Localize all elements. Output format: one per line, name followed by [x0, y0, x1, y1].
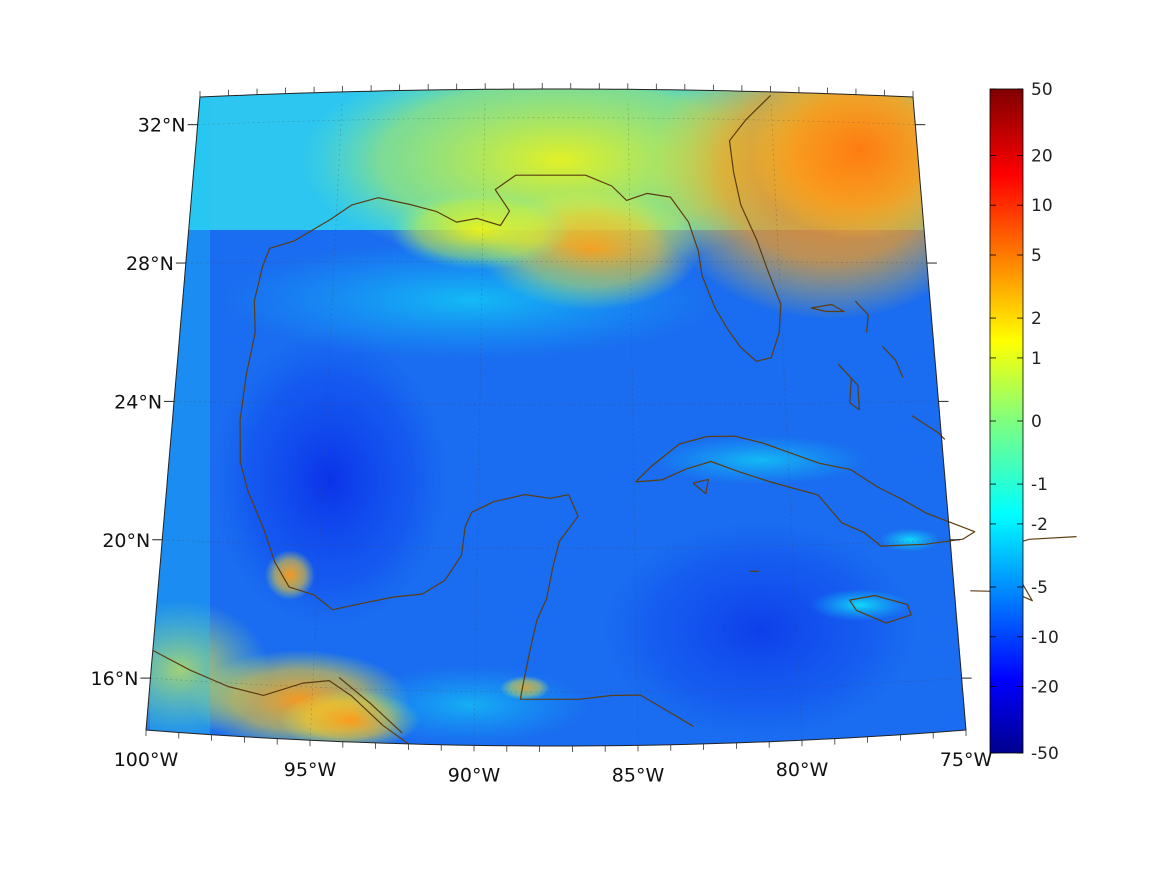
coastline-guatemala-border	[338, 677, 403, 734]
coastlines	[152, 94, 1077, 745]
colorbar-tick-label: -20	[1031, 678, 1059, 698]
colorbar-tick-label: 10	[1031, 196, 1053, 216]
longitude-tick-labels: 100°W 95°W 90°W 85°W 80°W 75°W	[114, 749, 993, 786]
coastline-eleuthera	[882, 345, 904, 378]
latitude-label: 32°N	[138, 115, 186, 137]
map-frame	[140, 83, 972, 752]
coastline-abaco	[854, 300, 869, 333]
coastline-hispaniola	[970, 536, 1077, 602]
latitude-label: 16°N	[91, 668, 139, 690]
colorbar-tick-label: 50	[1031, 80, 1053, 100]
latitude-label: 28°N	[126, 253, 174, 275]
parallel-gridline	[150, 677, 962, 693]
coastline-grand-bahama	[810, 303, 845, 313]
colorbar-tick-label: -5	[1031, 578, 1048, 598]
coastline-jamaica	[849, 594, 912, 624]
coastline-us-gulf-coast	[262, 94, 782, 362]
map-data-field	[146, 89, 966, 746]
meridian-gridline	[309, 102, 343, 741]
coastline-cuba	[635, 435, 976, 547]
colorbar-tick-label: 2	[1031, 309, 1042, 329]
longitude-label: 75°W	[940, 749, 993, 771]
latitude-tick-labels: 16°N 20°N 24°N 28°N 32°N	[91, 115, 186, 690]
latitude-label: 20°N	[102, 530, 150, 552]
colorbar-tick-label: -2	[1031, 515, 1048, 535]
coastline-long-island-bahamas	[911, 415, 946, 440]
longitude-label: 80°W	[776, 759, 829, 781]
coastline-andros	[837, 363, 860, 411]
coastline-isle-of-youth	[692, 478, 709, 495]
longitude-label: 85°W	[612, 764, 665, 786]
colorbar-tick-label: -10	[1031, 628, 1059, 648]
latitude-label: 24°N	[114, 391, 162, 413]
colorbar-tick-label: 1	[1031, 349, 1042, 369]
colorbar-tick-label: 0	[1031, 412, 1042, 432]
coastline-mexico-gulf-coast	[239, 265, 694, 727]
parallel-gridline	[162, 539, 951, 549]
coastline-pacific-coast	[152, 649, 409, 745]
colorbar-tick-label: -50	[1031, 744, 1059, 764]
colorbar-tick-label: -1	[1031, 475, 1048, 495]
longitude-label: 95°W	[284, 759, 337, 781]
longitude-label: 100°W	[114, 749, 179, 771]
longitude-label: 90°W	[448, 764, 501, 786]
meridian-gridline	[770, 102, 803, 741]
colorbar-tick-label: 5	[1031, 246, 1042, 266]
parallel-gridline	[185, 260, 927, 264]
colorbar-tick-label: 20	[1031, 146, 1053, 166]
